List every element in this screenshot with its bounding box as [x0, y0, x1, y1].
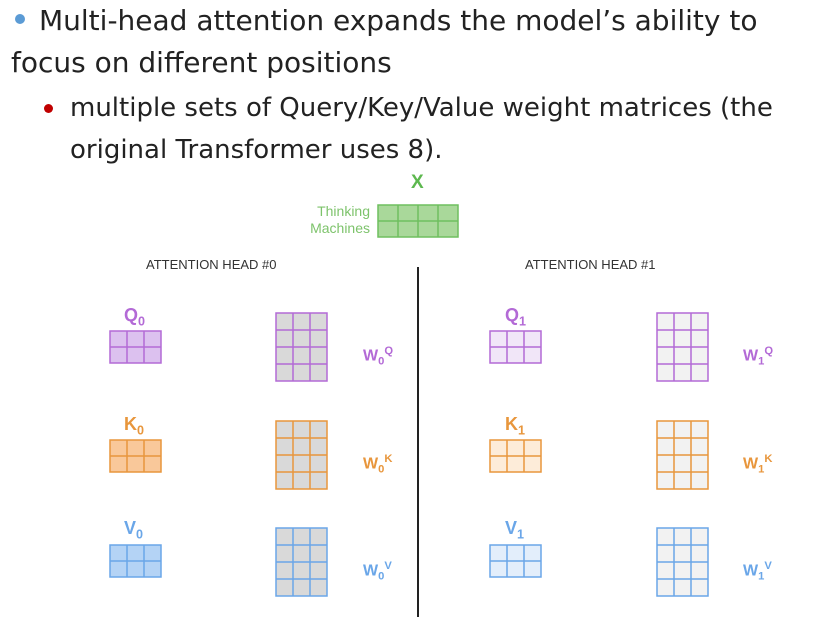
- sub-bullet-dot-icon: [44, 104, 53, 113]
- bullet-dot-icon: [15, 14, 25, 24]
- key-label-head-1: K1: [505, 414, 526, 438]
- bullet-level-1: Multi-head attention expands the model’s…: [11, 0, 823, 84]
- query-weight-matrix-head-1: [656, 312, 709, 382]
- key-weight-label-head-1: W1K: [743, 453, 773, 476]
- query-matrix-head-0: [109, 330, 162, 364]
- value-weight-matrix-head-0: [275, 527, 328, 597]
- query-weight-label-head-1: W1Q: [743, 345, 774, 368]
- key-matrix-head-1: [489, 439, 542, 473]
- query-weight-label-head-0: W0Q: [363, 345, 394, 368]
- value-weight-matrix-head-1: [656, 527, 709, 597]
- query-label-head-0: Q0: [124, 305, 146, 329]
- key-weight-label-head-0: W0K: [363, 453, 393, 476]
- attention-head-0-title: ATTENTION HEAD #0: [146, 257, 277, 272]
- input-word-machines: Machines: [310, 220, 370, 236]
- key-label-head-0: K0: [124, 414, 145, 438]
- value-label-head-0: V0: [124, 518, 144, 542]
- bullet-level-2: multiple sets of Query/Key/Value weight …: [44, 87, 822, 171]
- key-matrix-head-0: [109, 439, 162, 473]
- query-weight-matrix-head-0: [275, 312, 328, 382]
- query-label-head-1: Q1: [505, 305, 527, 329]
- attention-head-1-title: ATTENTION HEAD #1: [525, 257, 656, 272]
- query-matrix-head-1: [489, 330, 542, 364]
- value-weight-label-head-1: W1V: [743, 560, 772, 583]
- x-input-matrix: [377, 204, 459, 238]
- bullet-2-text: multiple sets of Query/Key/Value weight …: [70, 93, 773, 165]
- head-divider: [417, 267, 419, 617]
- value-weight-label-head-0: W0V: [363, 560, 392, 583]
- key-weight-matrix-head-0: [275, 420, 328, 490]
- input-words: Thinking Machines: [310, 203, 370, 237]
- bullet-1-text: Multi-head attention expands the model’s…: [11, 4, 758, 79]
- key-weight-matrix-head-1: [656, 420, 709, 490]
- input-word-thinking: Thinking: [317, 203, 370, 219]
- value-matrix-head-1: [489, 544, 542, 578]
- value-label-head-1: V1: [505, 518, 525, 542]
- value-matrix-head-0: [109, 544, 162, 578]
- x-label: X: [411, 172, 424, 193]
